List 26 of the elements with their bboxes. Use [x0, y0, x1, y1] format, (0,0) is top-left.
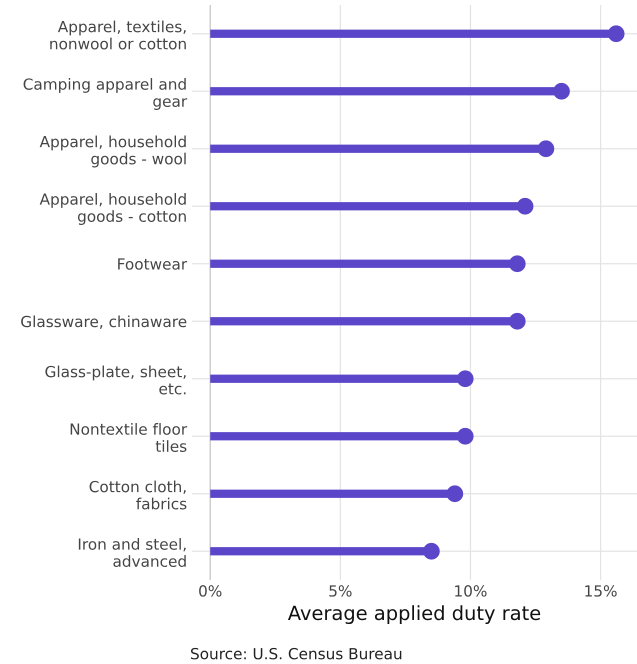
- point: [516, 198, 534, 215]
- x-axis-title: Average applied duty rate: [288, 605, 540, 624]
- y-tick-label: Camping apparel and gear: [24, 78, 188, 110]
- point: [456, 428, 474, 445]
- point: [508, 312, 526, 330]
- x-tick-label: 0%: [199, 585, 222, 597]
- y-tick-label: Nontextile floor tiles: [70, 423, 188, 452]
- y-tick-label: Footwear: [118, 258, 188, 270]
- point: [423, 542, 440, 560]
- y-tick-label: Glass-plate, sheet, etc.: [45, 366, 186, 394]
- x-tick-label: 15%: [585, 585, 617, 597]
- y-tick-label: Iron and steel, advanced: [78, 538, 186, 567]
- x-tick-label: 10%: [455, 585, 487, 597]
- point: [553, 82, 570, 100]
- y-tick-label: Glassware, chinaware: [21, 315, 186, 329]
- source-note: Source: U.S. Census Bureau: [191, 648, 402, 660]
- y-tick-label: Apparel, household goods - cotton: [40, 193, 186, 225]
- y-tick-label: Apparel, textiles, nonwool or cotton: [50, 20, 186, 50]
- point: [608, 25, 625, 42]
- y-tick-label: Apparel, household goods - wool: [40, 136, 186, 168]
- point: [446, 485, 464, 502]
- point: [456, 370, 474, 388]
- point: [538, 140, 554, 158]
- x-tick-label: 5%: [329, 585, 352, 597]
- point: [508, 255, 526, 272]
- y-tick-label: Cotton cloth, fabrics: [90, 480, 186, 510]
